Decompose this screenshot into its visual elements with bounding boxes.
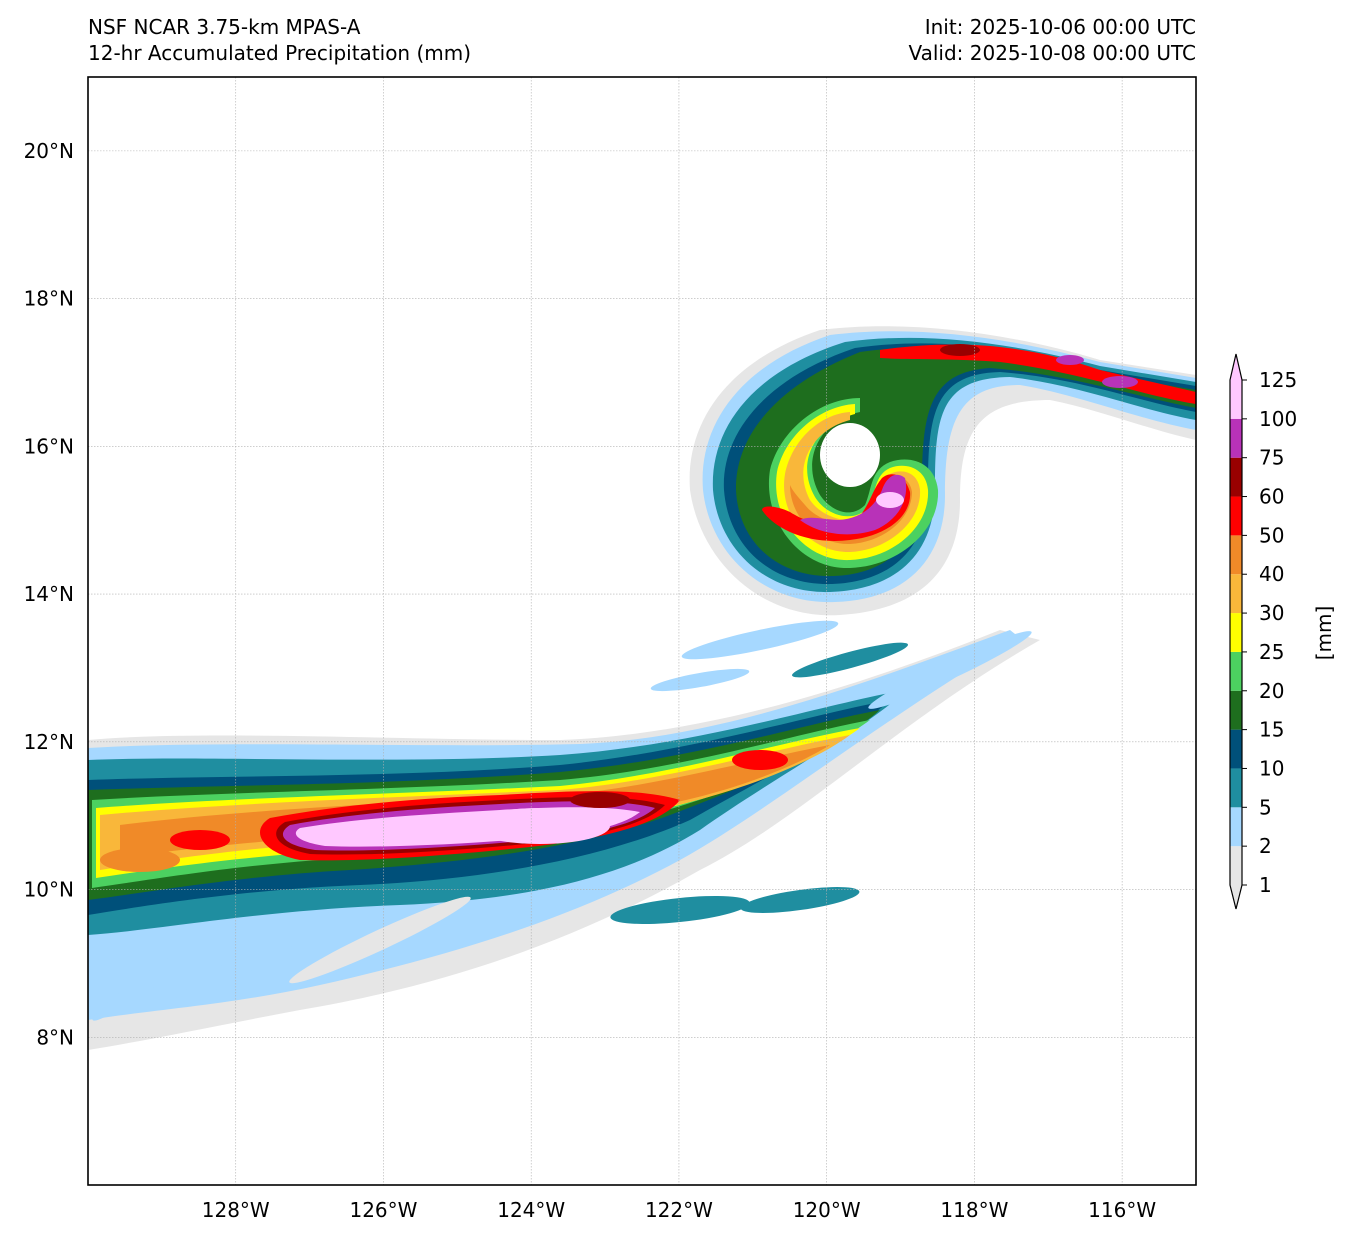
scatter-streak <box>868 631 1032 709</box>
colorbar-swatch <box>1230 574 1242 614</box>
lat-tick-label: 8°N <box>36 1025 74 1049</box>
colorbar-level-label: 100 <box>1259 407 1297 431</box>
colorbar-level-label: 40 <box>1259 562 1284 586</box>
colorbar-level-label: 1 <box>1259 873 1272 897</box>
colorbar-extend-min <box>1230 885 1242 909</box>
lon-tick-label: 128°W <box>202 1198 270 1222</box>
eyewall-cell <box>876 492 904 508</box>
lon-tick-label: 122°W <box>645 1198 713 1222</box>
lat-tick-label: 16°N <box>24 434 74 458</box>
lon-tick-label: 116°W <box>1088 1198 1156 1222</box>
lat-tick-label: 18°N <box>24 287 74 311</box>
colorbar-extend-max <box>1230 354 1242 380</box>
colorbar-swatch <box>1230 613 1242 652</box>
scatter-streak <box>740 887 860 913</box>
map-frame <box>87 76 1197 1186</box>
eye <box>820 423 880 487</box>
colorbar-swatch <box>1230 535 1242 575</box>
scatter-streak <box>681 620 839 660</box>
field-title: 12-hr Accumulated Precipitation (mm) <box>88 41 472 65</box>
scatter-streak <box>92 939 208 1021</box>
colorbar-level-label: 30 <box>1259 601 1284 625</box>
lon-tick-label: 126°W <box>349 1198 417 1222</box>
colorbar-units-label: [mm] <box>1312 606 1336 661</box>
colorbar-swatch <box>1230 380 1242 419</box>
colorbar-swatch <box>1230 457 1242 497</box>
rainband-cell <box>100 848 180 872</box>
colorbar-level-label: 25 <box>1259 640 1284 664</box>
rainband-cell <box>570 792 630 808</box>
longitude-ticks: 128°W 126°W 124°W 122°W 120°W 118°W 116°W <box>202 1198 1157 1222</box>
init-time: Init: 2025-10-06 00:00 UTC <box>924 15 1196 39</box>
colorbar-swatch <box>1230 690 1242 730</box>
scatter-streak <box>792 642 908 678</box>
latitude-ticks: 8°N 10°N 12°N 14°N 16°N 18°N 20°N <box>24 139 74 1049</box>
colorbar-level-label: 2 <box>1259 834 1272 858</box>
spiral-arm-heavy <box>880 344 1196 404</box>
colorbar-swatch <box>1230 496 1242 536</box>
lat-tick-label: 10°N <box>24 878 74 902</box>
lat-tick-label: 20°N <box>24 139 74 163</box>
colorbar-level-label: 75 <box>1259 446 1284 470</box>
lon-tick-label: 120°W <box>793 1198 861 1222</box>
colorbar-level-label: 10 <box>1259 756 1284 780</box>
rainband-cell <box>732 750 788 770</box>
colorbar-level-label: 5 <box>1259 795 1272 819</box>
lon-tick-label: 124°W <box>497 1198 565 1222</box>
header-left: NSF NCAR 3.75-km MPAS-A 12-hr Accumulate… <box>88 14 471 66</box>
colorbar-level-label: 20 <box>1259 679 1284 703</box>
rainband-cell <box>470 808 610 844</box>
map-background <box>88 77 1196 1185</box>
colorbar-swatch <box>1230 418 1242 458</box>
lat-tick-label: 14°N <box>24 582 74 606</box>
model-title: NSF NCAR 3.75-km MPAS-A <box>88 15 361 39</box>
spiral-arm-cell <box>1102 376 1138 388</box>
scatter-streak <box>610 896 750 924</box>
lon-tick-label: 118°W <box>940 1198 1008 1222</box>
colorbar-swatch <box>1230 651 1242 691</box>
spiral-arm-cell <box>940 344 980 356</box>
colorbar-swatch <box>1230 807 1242 847</box>
precipitation-field <box>88 326 1196 1050</box>
colorbar-level-label: 50 <box>1259 523 1284 547</box>
spiral-arm-cell <box>1056 355 1084 365</box>
colorbar-swatch <box>1230 729 1242 769</box>
colorbar-level-label: 15 <box>1259 718 1284 742</box>
valid-time: Valid: 2025-10-08 00:00 UTC <box>908 41 1196 65</box>
colorbar-level-label: 60 <box>1259 485 1284 509</box>
scatter-streak <box>171 914 329 1006</box>
scatter-streak <box>289 896 471 984</box>
colorbar-level-label: 125 <box>1259 368 1297 392</box>
colorbar-swatch <box>1230 768 1242 808</box>
header-right: Init: 2025-10-06 00:00 UTC Valid: 2025-1… <box>908 14 1196 66</box>
scatter-streak <box>650 668 750 692</box>
rainband-cell <box>170 830 230 850</box>
lat-tick-label: 12°N <box>24 730 74 754</box>
colorbar-swatch <box>1230 846 1242 885</box>
